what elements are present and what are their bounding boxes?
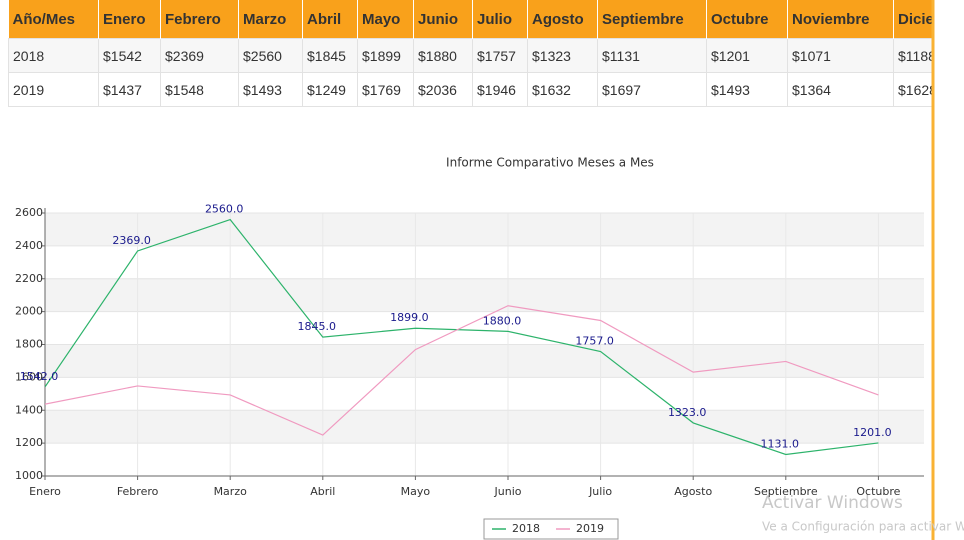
table-cell: $1323 (527, 38, 598, 73)
table-cell: 2018 (8, 38, 99, 73)
y-tick-label: 1400 (15, 403, 43, 416)
table-cell: $1364 (787, 72, 894, 107)
x-tick-label: Agosto (674, 485, 712, 498)
legend-box (483, 518, 619, 540)
data-label: 1323.0 (668, 406, 707, 419)
data-label: 1845.0 (298, 320, 337, 333)
table-cell: $2369 (160, 38, 239, 73)
y-tick-label: 1800 (15, 338, 43, 351)
x-tick-label: Septiembre (754, 485, 818, 498)
table-cell: $2560 (238, 38, 303, 73)
y-tick-label: 2000 (15, 305, 43, 318)
y-tick-label: 2400 (15, 239, 43, 252)
table-cell: $1946 (472, 72, 528, 107)
y-tick-label: 1600 (15, 370, 43, 383)
table-row: 2019 $1437 $1548 $1493 $1249 $1769 $2036 $1946 $… (8, 72, 933, 107)
table-cell: $1548 (160, 72, 239, 107)
x-tick-label: Octubre (856, 485, 900, 498)
x-tick-label: Febrero (117, 485, 159, 498)
table-cell: 2019 (8, 72, 99, 107)
header-cell: Junio (413, 0, 473, 39)
x-tick-label: Junio (494, 485, 522, 498)
series-line (45, 218, 879, 456)
watermark-subtitle: Ve a Configuración para activar Windows (762, 520, 964, 534)
table-cell: $1249 (302, 72, 358, 107)
y-tick-label: 1000 (15, 469, 43, 482)
header-cell: Septiembre (597, 0, 707, 39)
grid-band (45, 213, 924, 246)
plot-area (45, 218, 879, 456)
y-tick-label: 2200 (15, 272, 43, 285)
legend-label: 2019 (576, 522, 604, 535)
table-cell: $1188 (893, 38, 933, 73)
data-label: 1757.0 (575, 335, 614, 348)
header-cell: Año/Mes (8, 0, 99, 39)
y-tick-label: 2600 (15, 206, 43, 219)
grid-band (45, 278, 924, 312)
table-container: Año/Mes Enero Febrero Marzo Abril Mayo Junio Ju… (8, 0, 933, 107)
y-tick-label: 1200 (15, 436, 43, 449)
table-row: 2018 $1542 $2369 $2560 $1845 $1899 $1880 $1757 $… (8, 38, 933, 73)
table-cell: $1632 (527, 72, 598, 107)
chart-title: Informe Comparativo Meses a Mes (446, 156, 654, 170)
table-cell: $1071 (787, 38, 894, 73)
data-label: 1131.0 (761, 437, 800, 450)
table-cell: $1131 (597, 38, 707, 73)
data-label: 2369.0 (112, 234, 151, 247)
table-cell: $1628 (893, 72, 933, 107)
table-cell: $1437 (98, 72, 161, 107)
x-tick-label: Abril (310, 485, 335, 498)
header-cell: Mayo (357, 0, 414, 39)
x-tick-label: Mayo (401, 485, 431, 498)
table-cell: $1697 (597, 72, 707, 107)
data-label: 1880.0 (483, 314, 522, 327)
header-cell: Abril (302, 0, 358, 39)
table-cell: $1493 (238, 72, 303, 107)
table-cell: $1769 (357, 72, 414, 107)
x-tick-label: Marzo (214, 485, 248, 498)
data-label: 1899.0 (390, 311, 429, 324)
x-tick-label: Julio (588, 485, 612, 498)
x-tick-label: Enero (29, 485, 61, 498)
grid-band (45, 410, 924, 444)
header-cell: Febrero (160, 0, 239, 39)
header-cell: Marzo (238, 0, 303, 39)
data-label: 1201.0 (853, 426, 892, 439)
table-cell: $1757 (472, 38, 528, 73)
header-cell: Diciembre (893, 0, 933, 39)
watermark-title: Activar Windows (762, 493, 903, 513)
series-line (45, 305, 879, 436)
legend-label: 2018 (512, 522, 540, 535)
header-row: Año/Mes Enero Febrero Marzo Abril Mayo Junio Ju… (8, 0, 933, 39)
header-cell: Enero (98, 0, 161, 39)
header-cell: Noviembre (787, 0, 894, 39)
header-cell: Julio (472, 0, 528, 39)
data-table: Año/Mes Enero Febrero Marzo Abril Mayo Junio Ju… (8, 0, 933, 107)
header-cell: Octubre (706, 0, 788, 39)
table-cell: $2036 (413, 72, 473, 107)
header-cell: Agosto (527, 0, 598, 39)
data-label: 2560.0 (205, 203, 244, 216)
data-label: 1542.0 (20, 370, 59, 383)
table-cell: $1542 (98, 38, 161, 73)
grid-band (45, 344, 924, 378)
